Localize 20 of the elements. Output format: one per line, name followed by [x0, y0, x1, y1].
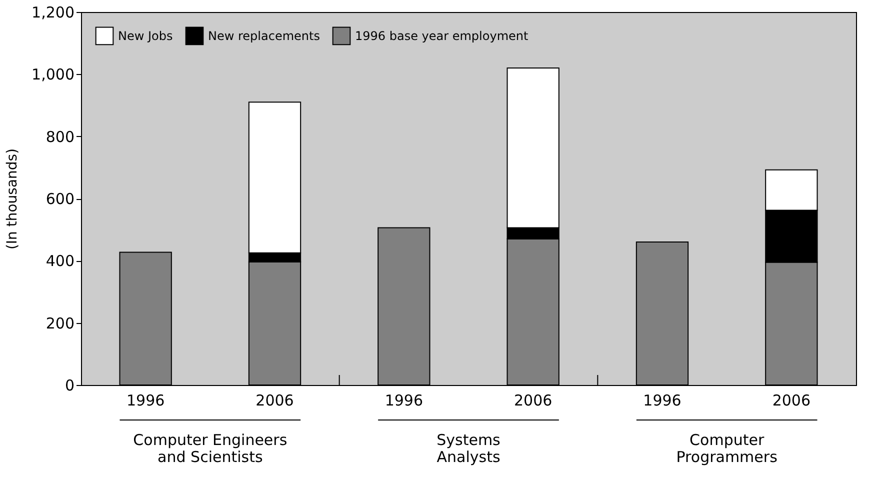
- y-tick-label: 0: [64, 376, 74, 394]
- y-tick-label: 600: [46, 190, 74, 208]
- y-tick-label: 400: [46, 252, 74, 270]
- y-tick-label: 1,000: [32, 66, 74, 84]
- y-axis-title: (In thousands): [4, 148, 21, 250]
- x-tick-label: 1996: [643, 392, 682, 410]
- legend-label: 1996 base year employment: [355, 28, 529, 43]
- legend-label: New Jobs: [118, 28, 173, 43]
- x-tick-label: 2006: [772, 392, 811, 410]
- y-tick-label: 200: [46, 314, 74, 332]
- x-tick-label: 2006: [514, 392, 552, 410]
- x-tick-label: 1996: [384, 392, 424, 410]
- x-tick-label: 1996: [126, 392, 165, 410]
- text: Computer Programmers: [676, 431, 778, 466]
- x-tick-label: 2006: [256, 392, 294, 410]
- text: Computer Engineers and Scientists: [133, 431, 288, 466]
- text: Systems Analysts: [436, 431, 501, 466]
- y-tick-label: 800: [46, 128, 74, 146]
- legend-label: New replacements: [208, 28, 320, 43]
- y-tick-label: 1,200: [32, 4, 74, 22]
